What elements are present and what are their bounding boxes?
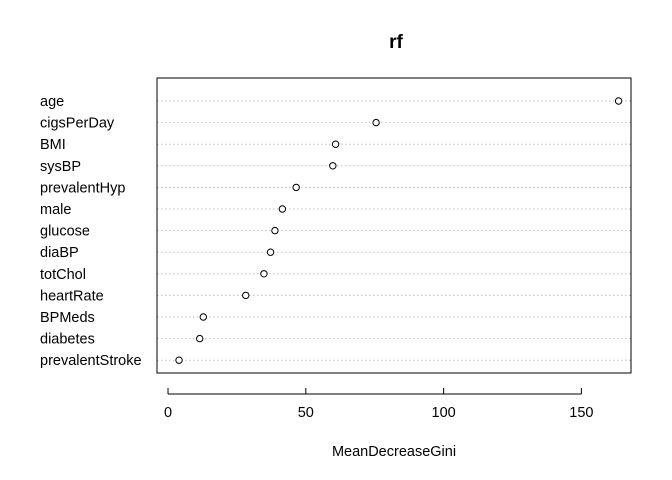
point-BMI bbox=[331, 140, 340, 148]
point-age bbox=[614, 97, 623, 105]
category-label-BMI: BMI bbox=[40, 137, 66, 153]
category-label-cigsPerDay: cigsPerDay bbox=[40, 116, 115, 132]
x-axis-title: MeanDecreaseGini bbox=[332, 444, 456, 460]
points-layer bbox=[175, 97, 623, 364]
point-totChol bbox=[260, 270, 268, 278]
point-glucose bbox=[271, 226, 279, 235]
chart-title: rf bbox=[389, 32, 403, 53]
category-label-heartRate: heartRate bbox=[40, 288, 104, 304]
category-label-diabetes: diabetes bbox=[40, 332, 95, 348]
x-tick-label-50: 50 bbox=[298, 405, 314, 421]
category-labels: age cigsPerDay BMI sysBP prevalentHyp male glu… bbox=[40, 94, 142, 369]
x-axis: 0 50 100 150 bbox=[164, 388, 593, 421]
category-label-glucose: glucose bbox=[40, 224, 90, 240]
point-diaBP bbox=[266, 248, 275, 256]
category-label-sysBP: sysBP bbox=[40, 159, 81, 175]
category-label-age: age bbox=[40, 94, 64, 110]
x-tick-label-150: 150 bbox=[569, 405, 593, 421]
point-BPMeds bbox=[199, 313, 207, 321]
category-label-diaBP: diaBP bbox=[40, 245, 79, 261]
category-label-totChol: totChol bbox=[40, 267, 86, 283]
point-prevalentStroke bbox=[175, 356, 183, 364]
plot-frame bbox=[156, 77, 632, 374]
x-tick-label-100: 100 bbox=[432, 405, 456, 421]
point-diabetes bbox=[196, 334, 204, 343]
point-prevalentHyp bbox=[292, 183, 300, 192]
category-label-prevalentHyp: prevalentHyp bbox=[40, 180, 125, 196]
x-tick-label-0: 0 bbox=[164, 405, 172, 421]
point-heartRate bbox=[242, 291, 250, 300]
category-label-BPMeds: BPMeds bbox=[40, 310, 95, 326]
point-cigsPerDay bbox=[372, 118, 380, 127]
point-sysBP bbox=[329, 162, 337, 170]
point-male bbox=[278, 205, 287, 213]
category-label-male: male bbox=[40, 202, 71, 218]
category-label-prevalentStroke: prevalentStroke bbox=[40, 353, 142, 369]
grid-layer bbox=[157, 100, 631, 361]
